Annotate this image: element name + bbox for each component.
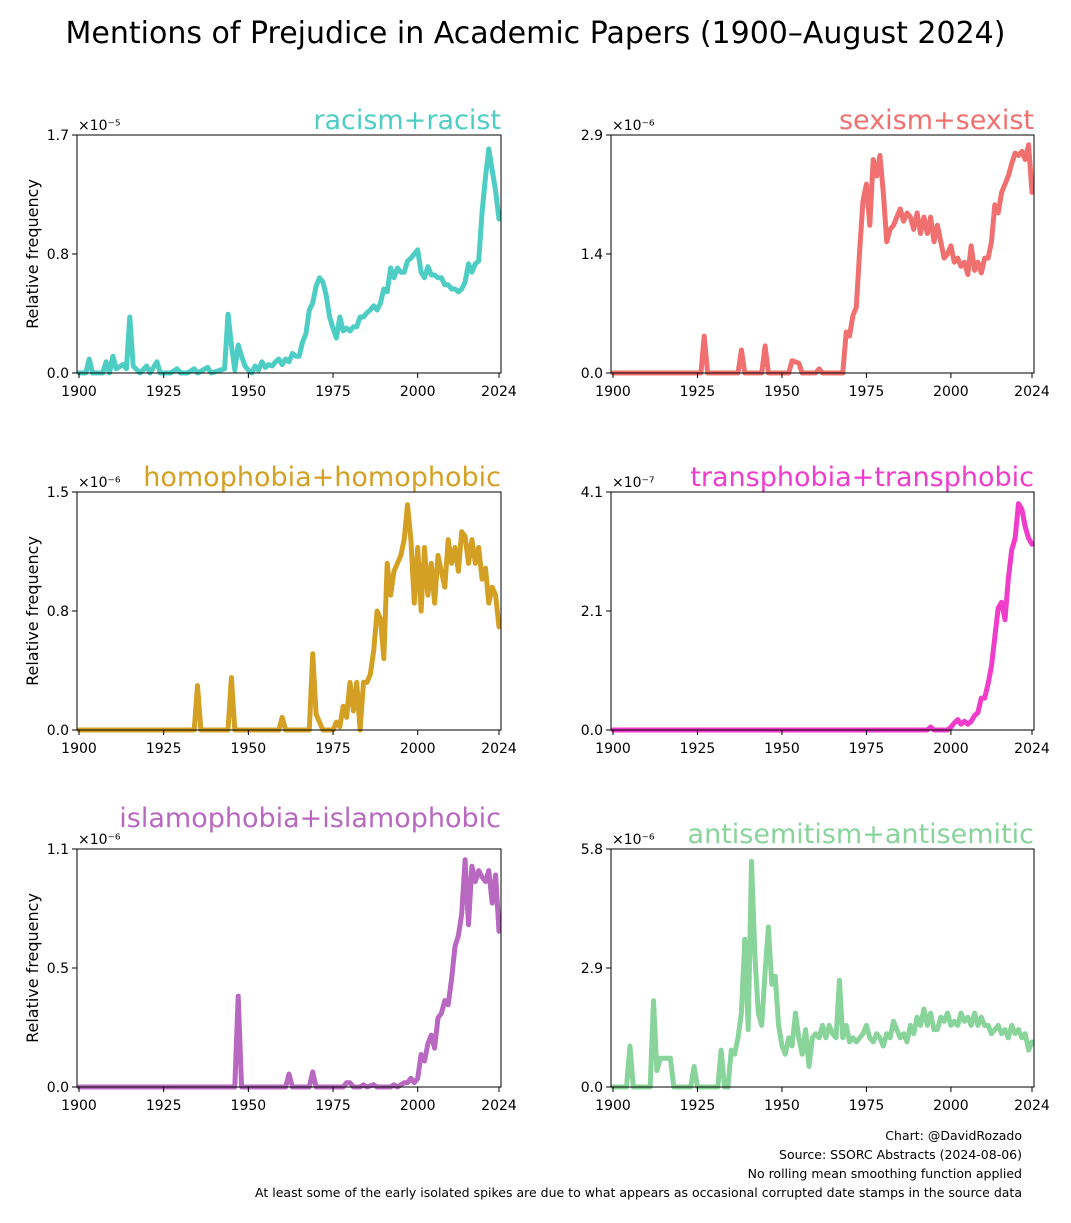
y-tick-label: 0.0 — [47, 1080, 69, 1096]
chart-panel-6: 0.0 2.9 5.8 1900 1925 1950 1975 2000 2024 ×10⁻⁶ an… — [581, 819, 1050, 1114]
y-tick-label: 0.5 — [47, 961, 69, 977]
x-tick-label: 1925 — [680, 741, 716, 757]
x-tick-label: 1925 — [146, 384, 182, 400]
subplot-title: homophobia+homophobic — [143, 462, 501, 493]
footer-source: Source: SSORC Abstracts (2024-08-06) — [779, 1147, 1022, 1162]
chart-panel-4: 0.0 2.1 4.1 1900 1925 1950 1975 2000 2024 ×10⁻⁷ tr… — [581, 462, 1050, 757]
y-tick-label: 0.8 — [47, 247, 69, 263]
x-tick-label: 2024 — [1014, 741, 1050, 757]
x-tick-label: 1925 — [680, 384, 716, 400]
x-tick-label: 2024 — [481, 384, 517, 400]
x-tick-label: 1950 — [231, 384, 267, 400]
series-line-6 — [610, 858, 1035, 1090]
y-tick-label: 0.0 — [581, 1080, 603, 1096]
x-tick-label: 2000 — [933, 1098, 969, 1114]
x-tick-label: 1900 — [595, 384, 631, 400]
series-line-4 — [610, 501, 1035, 733]
x-tick-label: 1975 — [849, 1098, 885, 1114]
y-tick-label: 1.5 — [47, 485, 69, 501]
x-tick-label: 2024 — [1014, 1098, 1050, 1114]
x-tick-label: 1900 — [61, 1098, 97, 1114]
y-tick-label: 1.1 — [47, 842, 69, 858]
x-tick-label: 1900 — [61, 741, 97, 757]
x-tick-label: 1975 — [849, 384, 885, 400]
chart-panel-5: 0.0 0.5 1.1 1900 1925 1950 1975 2000 2024 ×10⁻⁶is… — [23, 803, 517, 1114]
footer-note-smoothing: No rolling mean smoothing function appli… — [747, 1166, 1022, 1181]
x-tick-label: 1900 — [595, 741, 631, 757]
y-tick-label: 0.0 — [581, 723, 603, 739]
x-tick-label: 1950 — [764, 384, 800, 400]
plot-frame — [610, 848, 1035, 1088]
x-tick-label: 1900 — [595, 1098, 631, 1114]
y-tick-label: 0.0 — [47, 723, 69, 739]
plot-frame — [610, 491, 1035, 731]
series-line-2 — [610, 142, 1035, 376]
x-tick-label: 1975 — [315, 1098, 351, 1114]
y-exponent-label: ×10⁻⁷ — [612, 475, 655, 491]
y-tick-label: 1.4 — [581, 247, 603, 263]
x-tick-label: 2000 — [400, 1098, 436, 1114]
y-tick-label: 2.9 — [581, 128, 603, 144]
series-line-3 — [76, 502, 502, 733]
x-tick-label: 2000 — [933, 741, 969, 757]
x-tick-label: 1925 — [680, 1098, 716, 1114]
y-axis-label: Relative frequency — [23, 179, 42, 329]
subplot-title: transphobia+transphobic — [690, 462, 1034, 493]
page-title: Mentions of Prejudice in Academic Papers… — [65, 16, 1006, 51]
x-tick-label: 2000 — [400, 384, 436, 400]
y-axis-label: Relative frequency — [23, 536, 42, 686]
chart-panel-1: 0.0 0.8 1.7 1900 1925 1950 1975 2000 2024 ×10⁻⁵ ra… — [23, 105, 517, 400]
chart-panel-3: 0.0 0.8 1.5 1900 1925 1950 1975 2000 2024 ×10⁻⁶ ho… — [23, 462, 517, 757]
y-exponent-label: ×10⁻⁶ — [612, 118, 655, 134]
x-tick-label: 2000 — [933, 384, 969, 400]
y-tick-label: 1.7 — [47, 128, 69, 144]
plot-frame — [76, 134, 502, 374]
chart-panel-2: 0.0 1.4 2.9 1900 1925 1950 1975 2000 2024 ×10⁻⁶ se… — [581, 105, 1050, 400]
x-tick-label: 2000 — [400, 741, 436, 757]
x-tick-label: 1900 — [61, 384, 97, 400]
y-tick-label: 2.1 — [581, 604, 603, 620]
subplot-title: sexism+sexist — [839, 105, 1034, 136]
y-tick-label: 0.0 — [581, 366, 603, 382]
subplot-title: islamophobia+islamophobic — [119, 803, 501, 834]
x-tick-label: 1975 — [849, 741, 885, 757]
plot-frame — [76, 848, 502, 1088]
plot-frame — [76, 491, 502, 731]
subplot-title: antisemitism+antisemitic — [688, 819, 1034, 850]
y-tick-label: 0.0 — [47, 366, 69, 382]
series-line-1 — [76, 146, 502, 376]
y-tick-label: 4.1 — [581, 485, 603, 501]
y-exponent-label: ×10⁻⁶ — [78, 475, 121, 491]
subplot-title: racism+racist — [313, 105, 501, 136]
y-tick-label: 0.8 — [47, 604, 69, 620]
x-tick-label: 1950 — [231, 1098, 267, 1114]
y-exponent-label: ×10⁻⁶ — [78, 832, 121, 848]
x-tick-label: 2024 — [1014, 384, 1050, 400]
footer-note-spikes: At least some of the early isolated spik… — [255, 1185, 1022, 1200]
y-axis-label: Relative frequency — [23, 893, 42, 1043]
x-tick-label: 1950 — [764, 741, 800, 757]
x-tick-label: 1925 — [146, 1098, 182, 1114]
y-exponent-label: ×10⁻⁶ — [612, 832, 655, 848]
x-tick-label: 1975 — [315, 741, 351, 757]
x-tick-label: 2024 — [481, 741, 517, 757]
x-tick-label: 1950 — [764, 1098, 800, 1114]
x-tick-label: 1950 — [231, 741, 267, 757]
series-line-5 — [76, 857, 502, 1090]
x-tick-label: 1925 — [146, 741, 182, 757]
y-tick-label: 2.9 — [581, 961, 603, 977]
y-tick-label: 5.8 — [581, 842, 603, 858]
footer-credit: Chart: @DavidRozado — [885, 1128, 1022, 1143]
x-tick-label: 2024 — [481, 1098, 517, 1114]
x-tick-label: 1975 — [315, 384, 351, 400]
y-exponent-label: ×10⁻⁵ — [78, 118, 121, 134]
